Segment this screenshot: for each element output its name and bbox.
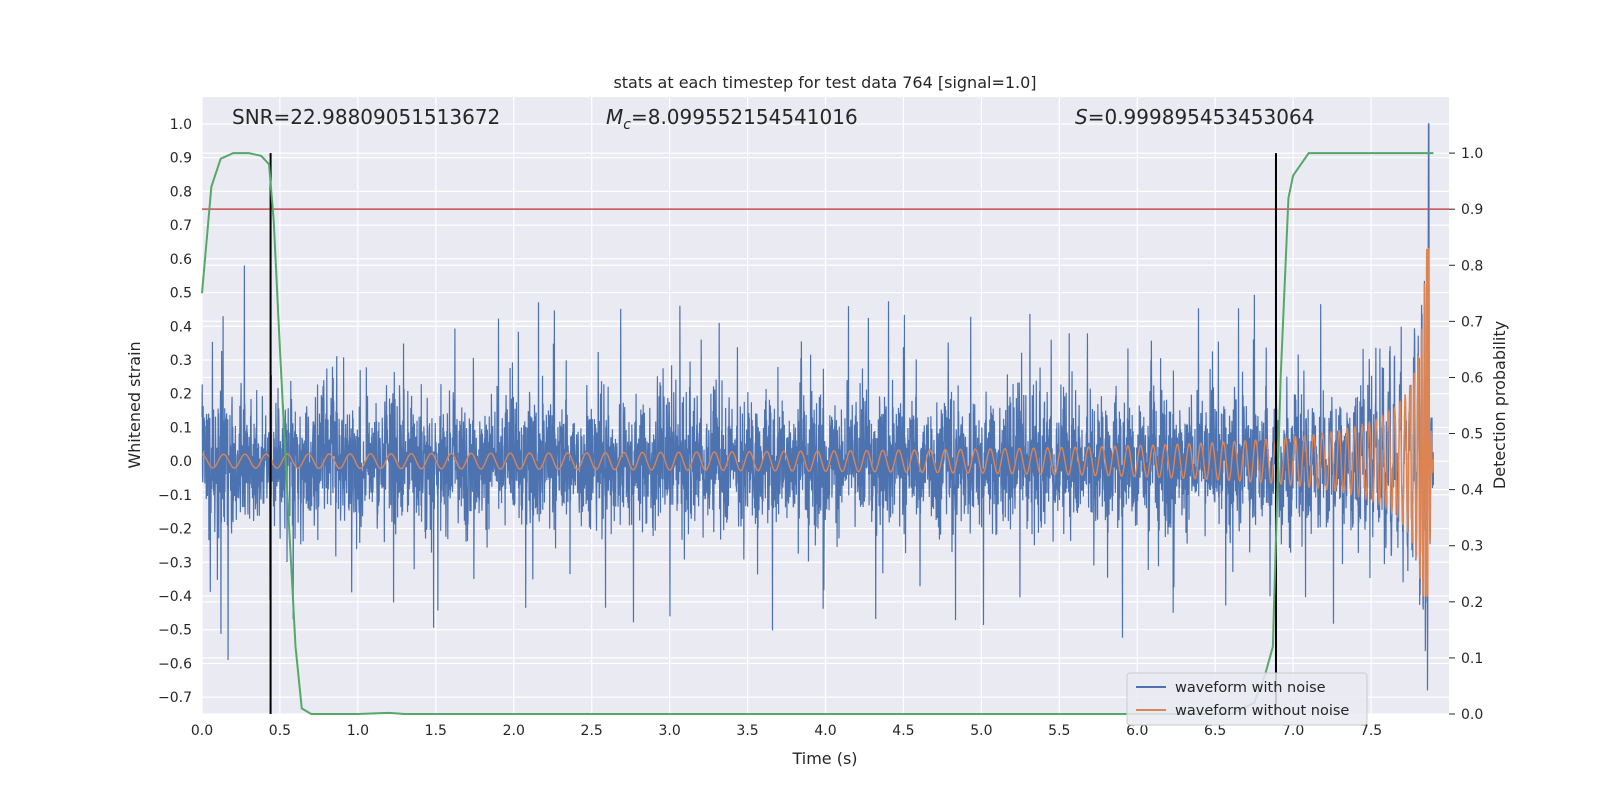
x-tick-label: 5.0 (970, 723, 992, 739)
ticks: 0.0 0.5 1.0 1.5 2.0 2.5 3.0 3.5 4.0 4.5 5.0 5.5 6.0 6… (158, 117, 1483, 739)
snr-annotation: SNR=22.98809051513672 (232, 105, 500, 129)
clean-line (202, 248, 1435, 597)
y-tick-label: 0.6 (170, 252, 192, 268)
y2-tick-label: 0.1 (1461, 651, 1483, 667)
y-tick-label: 0.5 (170, 286, 192, 302)
x-tick-label: 0.0 (191, 723, 213, 739)
x-tick-label: 1.5 (425, 723, 447, 739)
y-tick-label: 0.4 (170, 319, 192, 335)
y2-tick-label: 0.7 (1461, 314, 1483, 330)
x-tick-label: 4.5 (892, 723, 914, 739)
y-tick-label: −0.5 (158, 623, 192, 639)
x-axis-label: Time (s) (791, 749, 857, 768)
x-tick-label: 1.0 (347, 723, 369, 739)
x-tick-label: 0.5 (269, 723, 291, 739)
y-tick-label: −0.2 (158, 522, 192, 538)
y-axis-label: Whitened strain (125, 341, 144, 468)
chirp-mass-annotation: Mc=8.099552154541016 (606, 105, 858, 133)
y-tick-label: 0.0 (170, 454, 192, 470)
y2-tick-label: 0.4 (1461, 483, 1483, 499)
chart-title: stats at each timestep for test data 764… (613, 73, 1036, 92)
score-annotation: S=0.999895453453064 (1075, 105, 1314, 129)
noise-line (201, 123, 1435, 691)
y2-tick-label: 0.0 (1461, 707, 1483, 723)
overlays (202, 153, 1449, 714)
y2-tick-label: 0.2 (1461, 595, 1483, 611)
y-tick-label: −0.6 (158, 656, 192, 672)
y-tick-label: −0.7 (158, 690, 192, 706)
x-tick-label: 2.0 (503, 723, 525, 739)
y-tick-label: −0.4 (158, 589, 192, 605)
legend-label-clean: waveform without noise (1175, 703, 1349, 719)
y-tick-label: −0.1 (158, 488, 192, 504)
probability-line (201, 152, 1434, 715)
y-tick-label: 0.7 (170, 218, 192, 234)
series-waveform-with-noise (201, 123, 1435, 691)
series-detection-probability (201, 152, 1434, 715)
y-tick-label: 0.3 (170, 353, 192, 369)
y-tick-label: 0.8 (170, 184, 192, 200)
y2-tick-label: 0.5 (1461, 427, 1483, 443)
y-tick-label: 0.9 (170, 151, 192, 167)
legend-box (1126, 672, 1368, 726)
x-tick-label: 7.0 (1282, 723, 1304, 739)
x-tick-label: 3.5 (736, 723, 758, 739)
y2-axis-label: Detection probability (1490, 321, 1509, 489)
y2-tick-label: 0.3 (1461, 539, 1483, 555)
legend: waveform with noise waveform without noi… (1126, 672, 1368, 726)
x-tick-label: 3.0 (658, 723, 680, 739)
x-tick-label: 2.5 (581, 723, 603, 739)
x-tick-label: 7.5 (1360, 723, 1382, 739)
x-tick-label: 6.0 (1126, 723, 1148, 739)
y2-tick-label: 0.8 (1461, 258, 1483, 274)
x-tick-label: 4.0 (814, 723, 836, 739)
y-tick-label: 0.2 (170, 387, 192, 403)
y-tick-label: −0.3 (158, 555, 192, 571)
x-tick-label: 6.5 (1204, 723, 1226, 739)
y-tick-label: 1.0 (170, 117, 192, 133)
y-tick-label: 0.1 (170, 420, 192, 436)
x-tick-label: 5.5 (1048, 723, 1070, 739)
legend-label-noise: waveform with noise (1175, 680, 1326, 696)
series-waveform-without-noise (202, 248, 1435, 597)
y2-tick-label: 0.6 (1461, 370, 1483, 386)
y2-tick-label: 1.0 (1461, 146, 1483, 162)
y2-tick-label: 0.9 (1461, 202, 1483, 218)
